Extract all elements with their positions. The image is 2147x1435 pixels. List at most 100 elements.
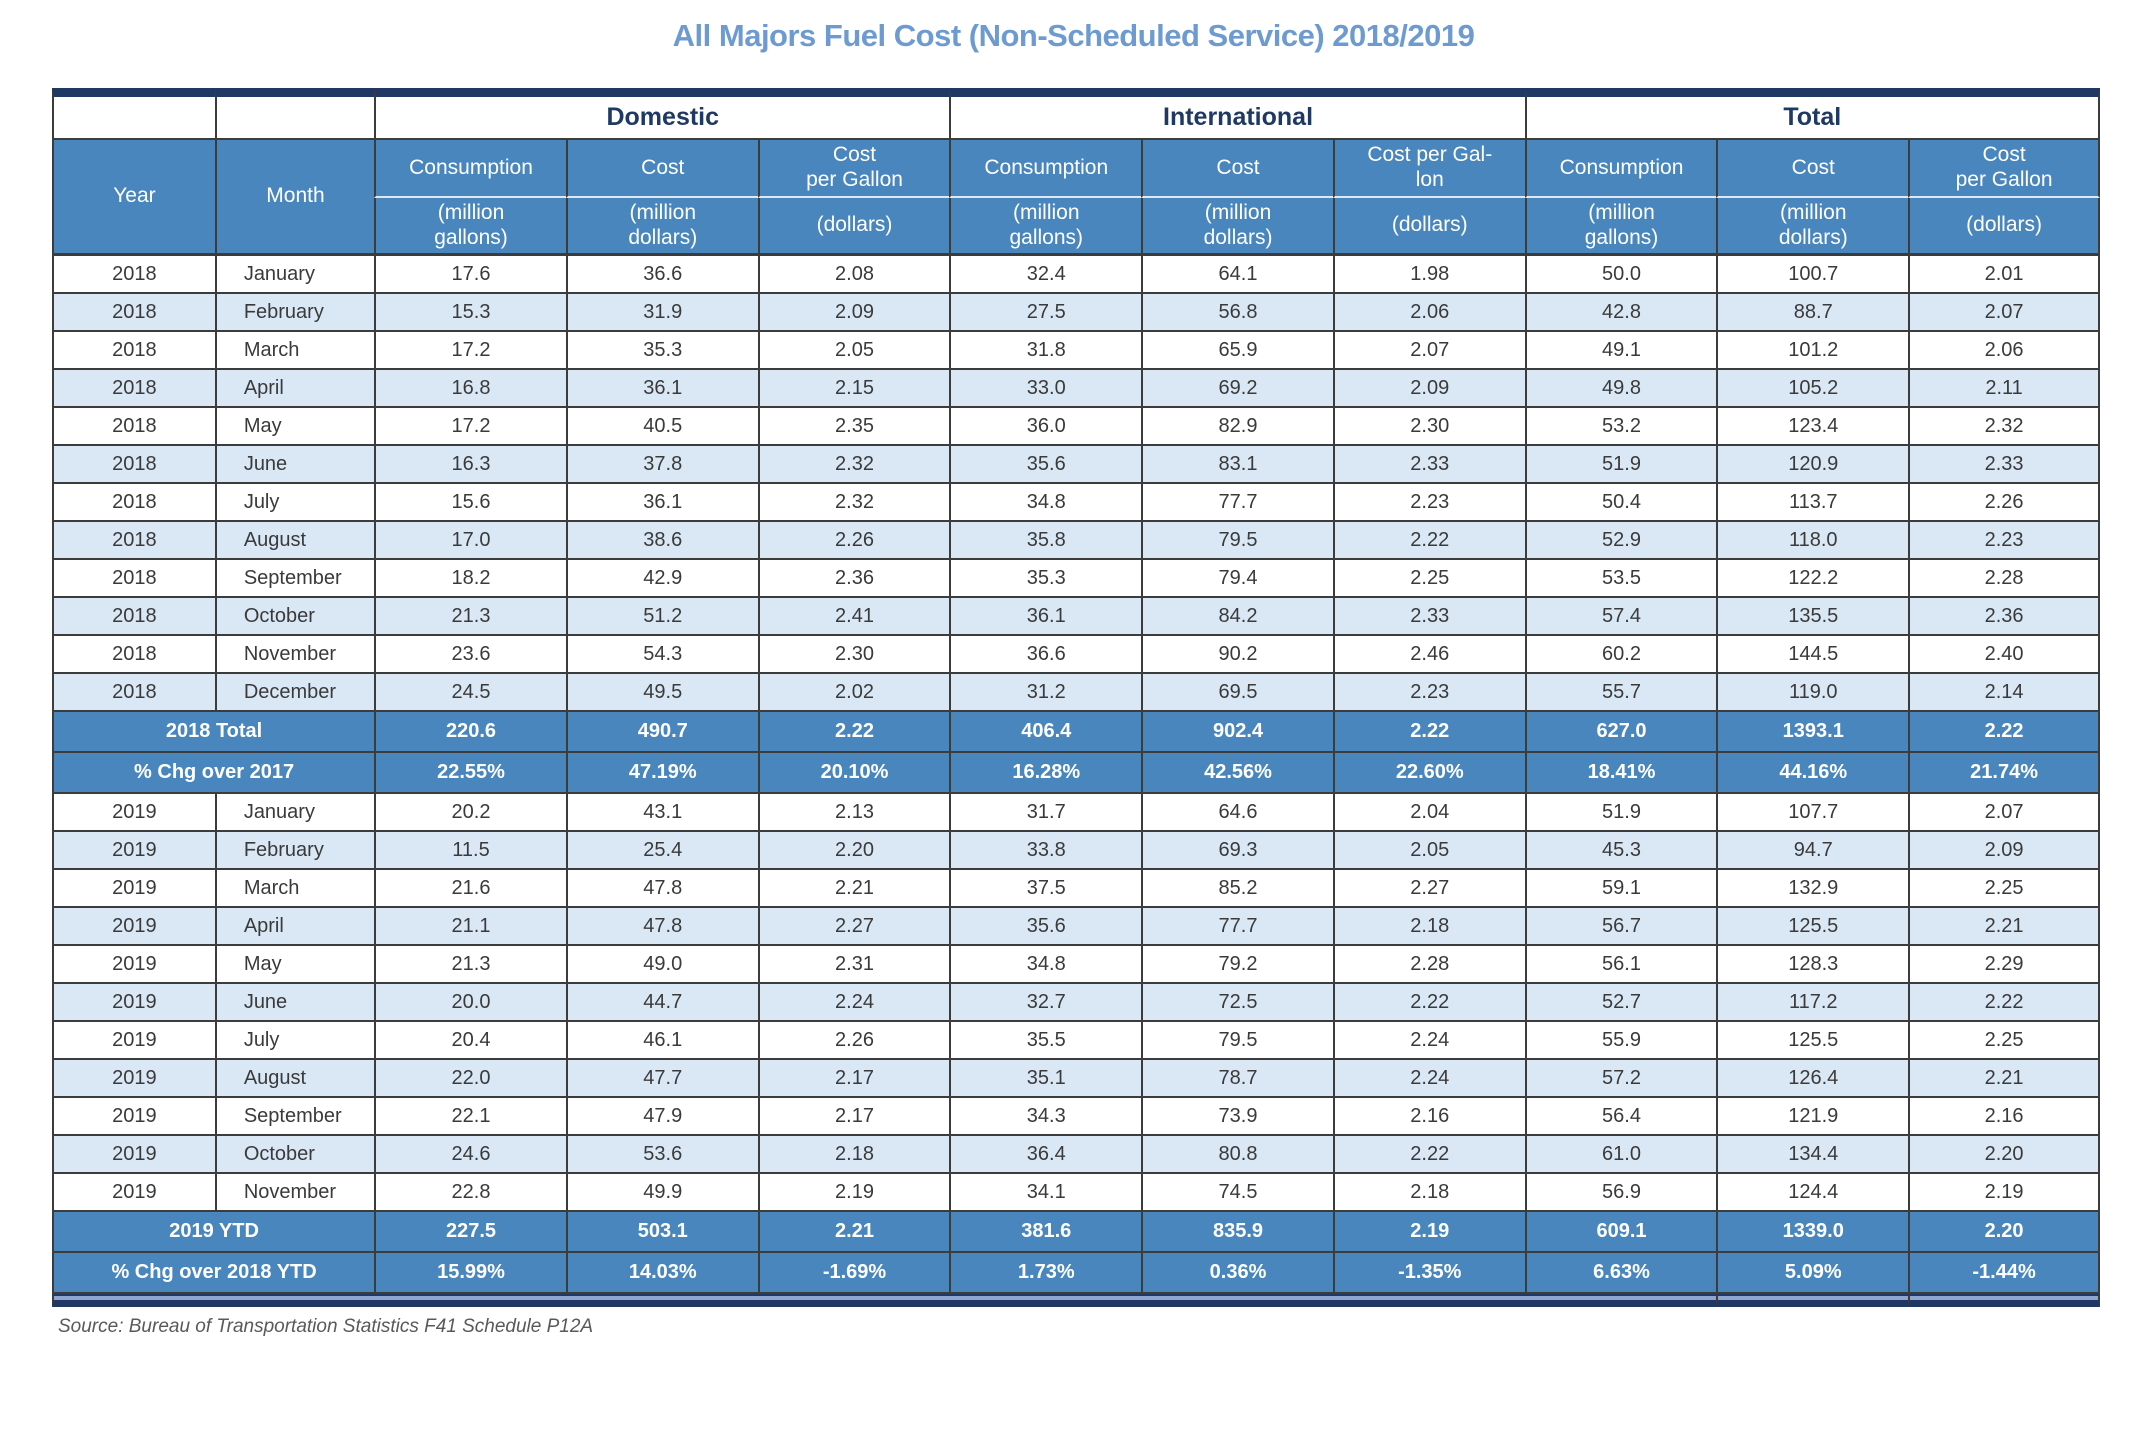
value-cell: 64.1: [1141, 256, 1333, 294]
group-header-month-spacer: [214, 88, 375, 140]
value-cell: 49.0: [565, 946, 758, 984]
value-cell: 17.6: [374, 256, 566, 294]
value-cell: 42.8: [1524, 294, 1717, 332]
value-cell: 15.6: [374, 484, 566, 522]
year-cell: 2018: [52, 256, 215, 294]
table-row: 2019 July 20.4 46.1 2.26 35.5 79.5 2.24 55.9 125.…: [52, 1022, 2100, 1060]
value-cell: 50.4: [1524, 484, 1717, 522]
summary-value-cell: 1393.1: [1716, 712, 1909, 753]
summary-row-label: 2019 YTD: [52, 1212, 375, 1253]
value-cell: 53.5: [1524, 560, 1717, 598]
year-cell: 2019: [52, 832, 215, 870]
value-cell: 2.25: [1908, 1022, 2100, 1060]
value-cell: 56.9: [1524, 1174, 1717, 1212]
month-cell: June: [214, 446, 375, 484]
value-cell: 20.4: [374, 1022, 566, 1060]
value-cell: 2.28: [1908, 560, 2100, 598]
value-cell: 35.5: [949, 1022, 1142, 1060]
month-cell: February: [214, 832, 375, 870]
year-cell: 2019: [52, 1174, 215, 1212]
value-cell: 2.22: [1332, 522, 1525, 560]
value-cell: 2.16: [1908, 1098, 2100, 1136]
value-cell: 2.07: [1908, 794, 2100, 832]
unit-header: (million gallons): [1524, 198, 1717, 256]
column-header-row: Year Month Consumption Cost Cost per Gal…: [52, 140, 2100, 256]
summary-value-cell: 406.4: [949, 712, 1142, 753]
value-cell: 40.5: [565, 408, 758, 446]
unit-header-row: (million gallons) (million dollars) (dol…: [52, 198, 2100, 256]
table-row: 2019 February 11.5 25.4 2.20 33.8 69.3 2.05 45.3…: [52, 832, 2100, 870]
summary-value-cell: 18.41%: [1524, 753, 1717, 794]
column-header: Cost per Gallon: [1908, 140, 2100, 198]
value-cell: 135.5: [1716, 598, 1909, 636]
value-cell: 2.41: [757, 598, 950, 636]
value-cell: 37.8: [565, 446, 758, 484]
table-row: 2019 September 22.1 47.9 2.17 34.3 73.9 2.16 56.…: [52, 1098, 2100, 1136]
year-cell: 2018: [52, 294, 215, 332]
value-cell: 2.27: [1332, 870, 1525, 908]
month-cell: March: [214, 332, 375, 370]
column-header: Consumption: [1524, 140, 1717, 198]
value-cell: 32.7: [949, 984, 1142, 1022]
value-cell: 49.9: [565, 1174, 758, 1212]
value-cell: 43.1: [565, 794, 758, 832]
value-cell: 2.09: [1332, 370, 1525, 408]
value-cell: 35.8: [949, 522, 1142, 560]
value-cell: 2.20: [757, 832, 950, 870]
value-cell: 2.35: [757, 408, 950, 446]
footer-bar-segment: [1908, 1294, 2100, 1307]
month-cell: June: [214, 984, 375, 1022]
value-cell: 35.6: [949, 446, 1142, 484]
value-cell: 38.6: [565, 522, 758, 560]
year-cell: 2018: [52, 484, 215, 522]
value-cell: 56.7: [1524, 908, 1717, 946]
year-column-header: Year: [52, 140, 215, 256]
summary-row-label: 2018 Total: [52, 712, 375, 753]
month-cell: October: [214, 1136, 375, 1174]
value-cell: 57.4: [1524, 598, 1717, 636]
value-cell: 2.20: [1908, 1136, 2100, 1174]
value-cell: 47.7: [565, 1060, 758, 1098]
month-cell: September: [214, 1098, 375, 1136]
value-cell: 121.9: [1716, 1098, 1909, 1136]
summary-value-cell: 1.73%: [949, 1253, 1142, 1294]
value-cell: 128.3: [1716, 946, 1909, 984]
summary-row-label: % Chg over 2017: [52, 753, 375, 794]
value-cell: 72.5: [1141, 984, 1333, 1022]
footer-bar-segment: [52, 1294, 1717, 1307]
value-cell: 2.40: [1908, 636, 2100, 674]
table-row: 2018 February 15.3 31.9 2.09 27.5 56.8 2.06 42.8…: [52, 294, 2100, 332]
value-cell: 36.1: [565, 484, 758, 522]
summary-value-cell: 627.0: [1524, 712, 1717, 753]
column-header: Consumption: [949, 140, 1142, 198]
value-cell: 2.24: [757, 984, 950, 1022]
table-row: % Chg over 2018 YTD 15.99% 14.03% -1.69% 1.7…: [52, 1253, 2100, 1294]
month-cell: January: [214, 794, 375, 832]
value-cell: 125.5: [1716, 908, 1909, 946]
value-cell: 94.7: [1716, 832, 1909, 870]
column-header: Cost: [1716, 140, 1909, 198]
year-cell: 2018: [52, 370, 215, 408]
table-row: 2018 Total 220.6 490.7 2.22 406.4 902.4 2.22 62…: [52, 712, 2100, 753]
value-cell: 79.5: [1141, 1022, 1333, 1060]
column-header: Cost per Gallon: [757, 140, 950, 198]
value-cell: 2.06: [1332, 294, 1525, 332]
month-cell: August: [214, 1060, 375, 1098]
table-row: 2019 June 20.0 44.7 2.24 32.7 72.5 2.22 52.7 117.…: [52, 984, 2100, 1022]
month-cell: May: [214, 946, 375, 984]
value-cell: 2.32: [1908, 408, 2100, 446]
unit-header: (million dollars): [1716, 198, 1909, 256]
value-cell: 42.9: [565, 560, 758, 598]
footer-bar-segment: [1716, 1294, 1909, 1307]
value-cell: 53.2: [1524, 408, 1717, 446]
year-cell: 2018: [52, 636, 215, 674]
summary-value-cell: -1.35%: [1332, 1253, 1525, 1294]
value-cell: 125.5: [1716, 1022, 1909, 1060]
summary-value-cell: 15.99%: [374, 1253, 566, 1294]
year-cell: 2019: [52, 1098, 215, 1136]
value-cell: 2.36: [757, 560, 950, 598]
value-cell: 20.2: [374, 794, 566, 832]
value-cell: 69.3: [1141, 832, 1333, 870]
fuel-cost-table: Domestic International Total Year Month …: [52, 88, 2100, 1307]
value-cell: 11.5: [374, 832, 566, 870]
